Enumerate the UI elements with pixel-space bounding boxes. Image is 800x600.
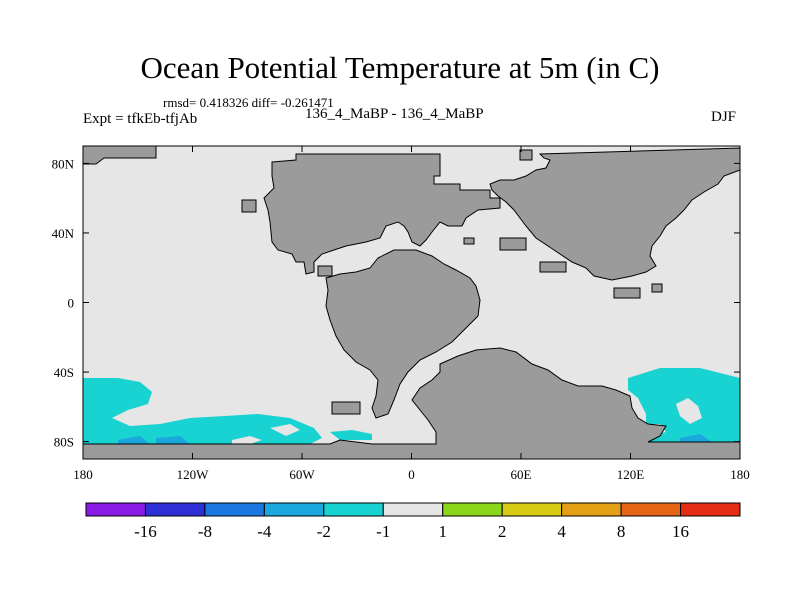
land-antarctica-australia (82, 347, 741, 460)
anomaly-region-cyan-west (83, 378, 322, 444)
land-small-islands-9 (463, 237, 475, 245)
x-tick-label: 60E (511, 467, 532, 482)
plot-title: Ocean Potential Temperature at 5m (in C) (140, 50, 660, 85)
stats-label: rmsd= 0.418326 diff= -0.261471 (163, 95, 334, 110)
colorbar-label: 8 (617, 522, 626, 541)
anomaly-region-blue-2 (156, 436, 190, 444)
colorbar-label: -2 (317, 522, 331, 541)
anomaly-region-white-patch-2 (270, 424, 300, 436)
colorbar-label: 2 (498, 522, 507, 541)
land-small-islands-8 (651, 283, 663, 293)
colorbar-swatch (144, 502, 206, 517)
experiment-label: Expt = tfkEb-tfjAb (83, 111, 198, 127)
anomaly-region-white-patch (232, 436, 262, 444)
anomaly-region-blue-1 (118, 436, 150, 444)
colorbar-label: 1 (438, 522, 447, 541)
land-small-islands-3 (519, 149, 533, 161)
colorbar: -16 -8 -4 -2 -1 1 2 4 8 16 (85, 502, 741, 541)
colorbar-swatch (561, 502, 622, 517)
colorbar-label: -16 (134, 522, 157, 541)
anomaly-field-cool (83, 368, 740, 444)
colorbar-swatch (442, 502, 503, 517)
colorbar-label: -4 (257, 522, 272, 541)
land-small-islands-1 (241, 199, 257, 213)
y-tick-label: 0 (68, 296, 75, 311)
colorbar-swatch (680, 502, 741, 517)
land-south-america-africa (325, 249, 481, 419)
y-tick-label: 40S (54, 365, 74, 380)
map-ticks: 180 120W 60W 0 60E 120E 180 80N 40N 0 40S 80S (52, 146, 750, 482)
comparison-label: 136_4_MaBP - 136_4_MaBP (305, 106, 484, 122)
y-tick-label: 40N (52, 226, 75, 241)
y-tick-label: 80S (54, 435, 74, 450)
anomaly-region-white-hole (676, 398, 702, 424)
land-small-islands-6 (499, 237, 527, 251)
x-tick-label: 120W (177, 467, 210, 482)
colorbar-swatch (501, 502, 563, 517)
x-tick-label: 120E (617, 467, 645, 482)
land-north-america (263, 153, 501, 275)
colorbar-swatch (85, 502, 146, 517)
colorbar-label: -8 (198, 522, 212, 541)
colorbar-label: -1 (376, 522, 390, 541)
land-small-islands-7 (539, 261, 567, 273)
land-small-islands-4 (613, 287, 641, 299)
colorbar-swatch (263, 502, 325, 517)
map-panel: 180 120W 60W 0 60E 120E 180 80N 40N 0 40S 80S (52, 145, 750, 482)
colorbar-label: 16 (672, 522, 689, 541)
x-tick-label: 180 (730, 467, 750, 482)
colorbar-label: 4 (557, 522, 566, 541)
x-tick-label: 0 (408, 467, 415, 482)
colorbar-swatch (323, 502, 384, 517)
x-tick-label: 60W (289, 467, 315, 482)
land-eurasia (489, 147, 741, 281)
x-tick-label: 180 (73, 467, 93, 482)
land-masses (82, 145, 741, 460)
colorbar-swatch (382, 502, 444, 517)
colorbar-swatch (204, 502, 265, 517)
y-tick-label: 80N (52, 156, 75, 171)
colorbar-swatch (620, 502, 682, 517)
season-label: DJF (711, 109, 737, 125)
land-small-islands-5 (331, 401, 361, 415)
land-small-islands-2 (317, 265, 333, 277)
anomaly-region-cyan-small (330, 430, 372, 440)
